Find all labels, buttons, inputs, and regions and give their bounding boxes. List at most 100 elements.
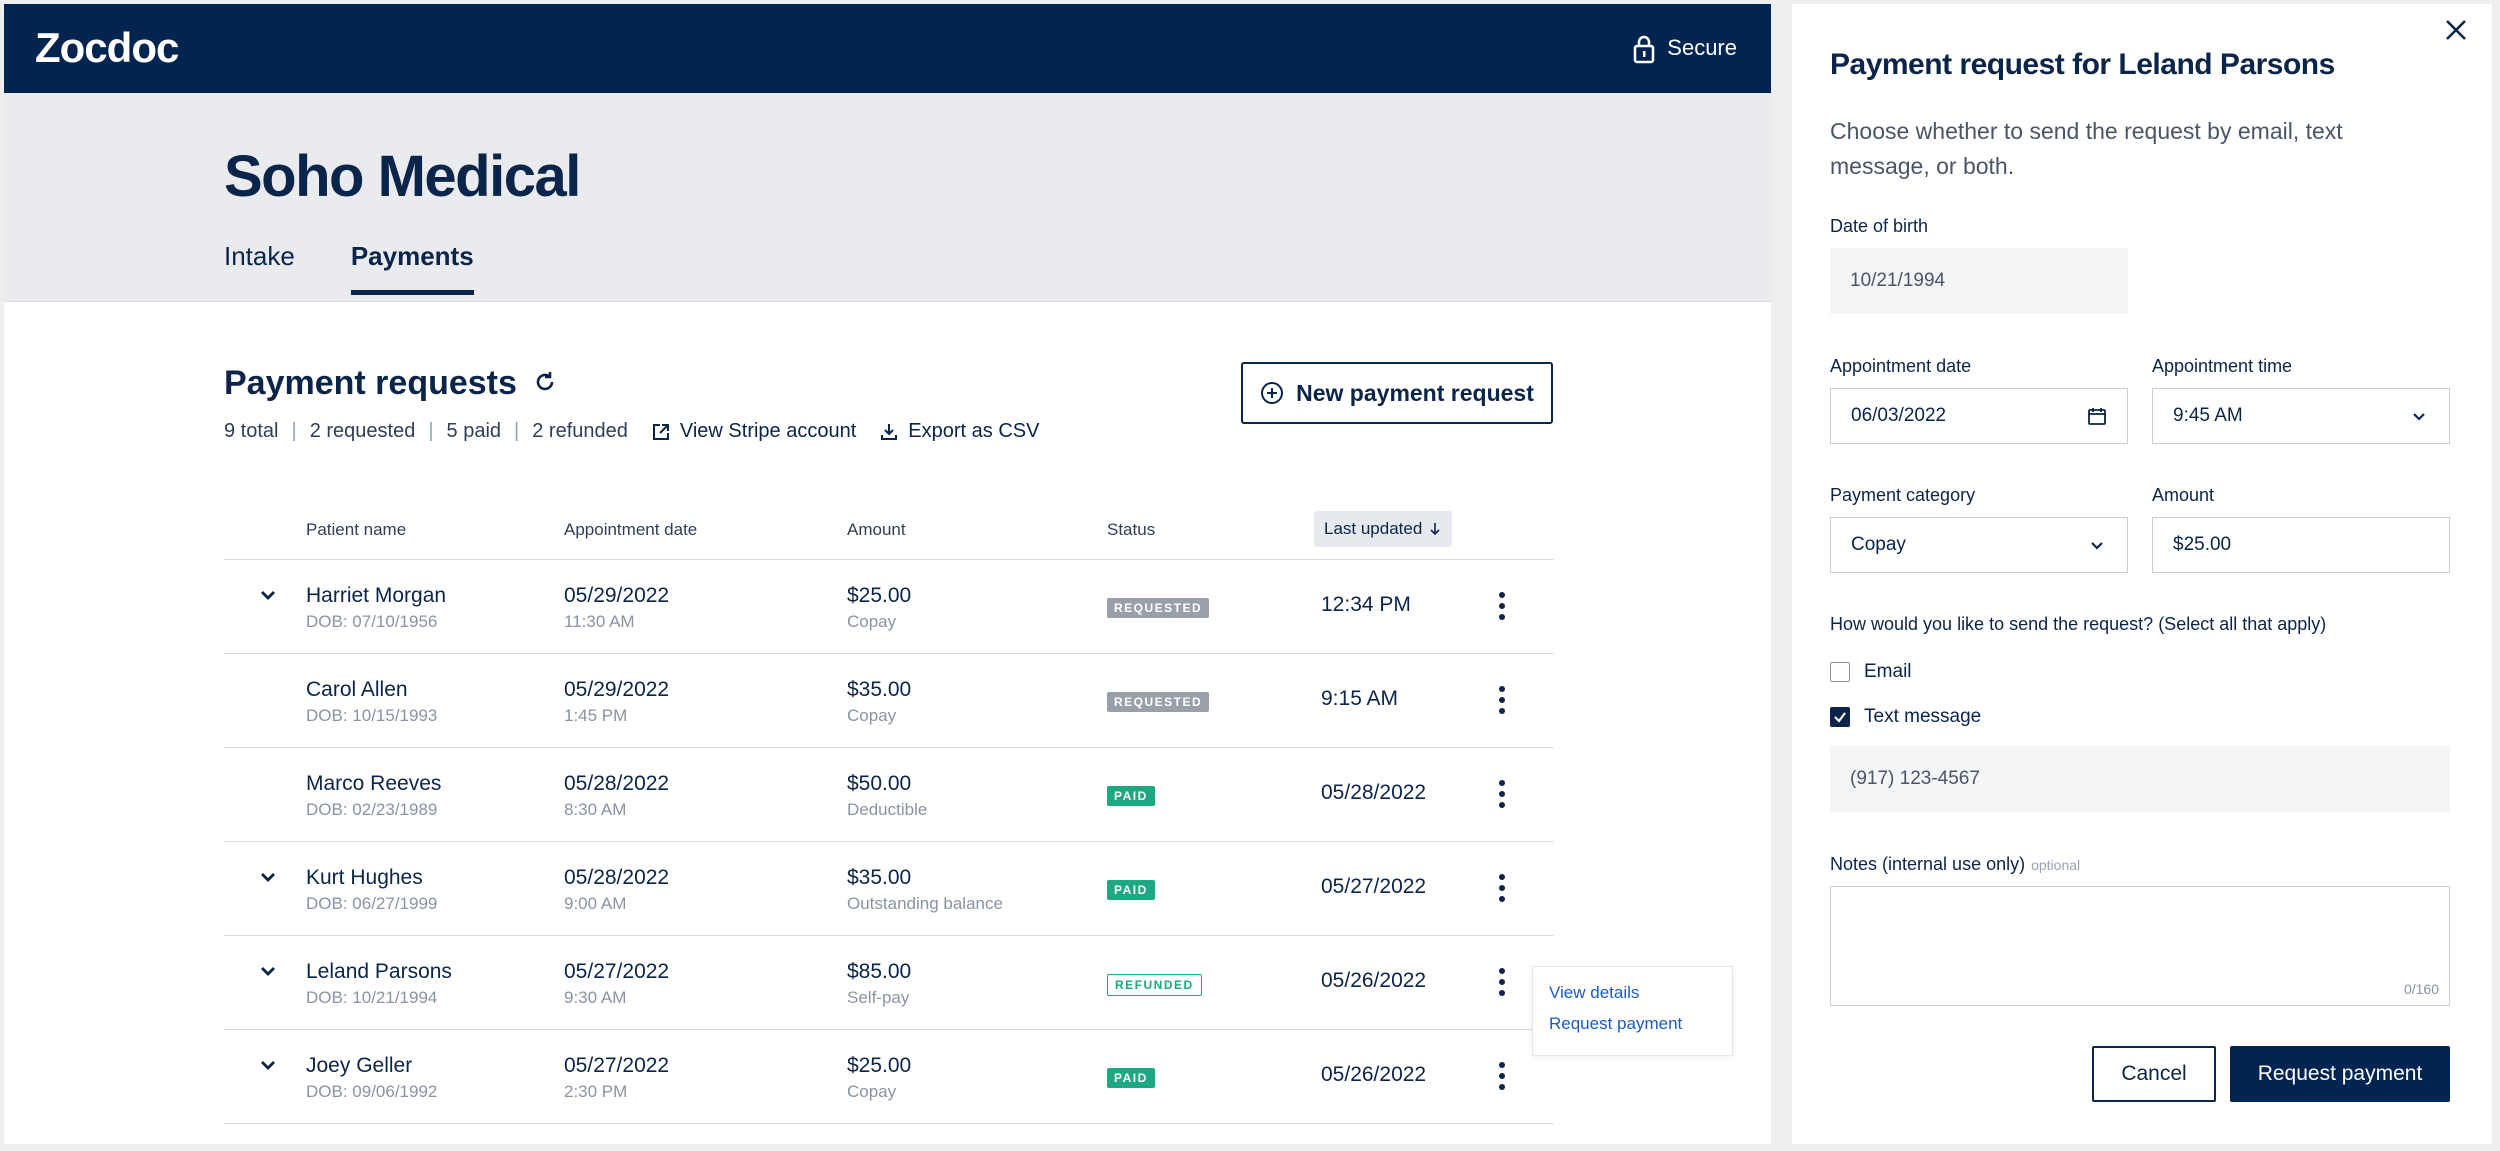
close-icon[interactable]	[2442, 16, 2472, 46]
view-stripe-link[interactable]: View Stripe account	[652, 420, 856, 443]
chevron-down-icon[interactable]	[258, 961, 278, 981]
more-options-icon[interactable]	[1492, 588, 1512, 624]
cancel-button[interactable]: Cancel	[2092, 1046, 2216, 1102]
header-last-updated[interactable]: Last updated	[1314, 511, 1453, 547]
more-options-icon[interactable]	[1492, 964, 1512, 1000]
section-title: Payment requests	[224, 364, 557, 403]
payment-category-label: Payment category	[1830, 485, 1976, 505]
more-options-icon[interactable]	[1492, 682, 1512, 718]
external-link-icon	[652, 423, 669, 440]
panel-description: Choose whether to send the request by em…	[1830, 118, 2343, 179]
payment-requests-table: Patient name Appointment date Amount Sta…	[224, 506, 1554, 1124]
amount-value: $25.00	[2173, 534, 2232, 555]
table-row[interactable]: Kurt Hughes DOB: 06/27/1999 05/28/2022 9:00…	[224, 842, 1554, 936]
section-title-text: Payment requests	[224, 364, 517, 402]
notes-label: Notes (internal use only) optional	[1830, 854, 2080, 875]
email-checkbox-row[interactable]: Email	[1830, 661, 1912, 683]
appointment-date-label: Appointment date	[1830, 356, 1972, 376]
patient-name[interactable]: Joey Geller	[306, 1054, 413, 1077]
patient-dob: DOB: 07/10/1956	[306, 612, 438, 631]
patient-dob: DOB: 02/23/1989	[306, 800, 438, 819]
export-csv-link[interactable]: Export as CSV	[880, 420, 1039, 443]
notes-textarea[interactable]: 0/160	[1830, 886, 2450, 1006]
status-badge: REFUNDED	[1107, 974, 1202, 996]
refresh-icon[interactable]	[533, 364, 557, 403]
table-row[interactable]: Carol Allen DOB: 10/15/1993 05/29/2022 1:45…	[224, 654, 1554, 748]
menu-request-payment[interactable]: Request payment	[1549, 1014, 1683, 1033]
appointment-date-input[interactable]: 06/03/2022	[1830, 388, 2128, 444]
email-checkbox[interactable]	[1830, 662, 1850, 682]
patient-name[interactable]: Carol Allen	[306, 678, 408, 701]
appointment-time: 8:30 AM	[564, 800, 627, 819]
appointment-time-select[interactable]: 9:45 AM	[2152, 388, 2450, 444]
status-badge: PAID	[1107, 880, 1155, 900]
summary-requested: 2 requested	[309, 420, 416, 442]
amount-label: Amount	[2152, 485, 2215, 505]
appointment-time: 1:45 PM	[564, 706, 628, 725]
appointment-time: 9:00 AM	[564, 894, 627, 913]
table-row[interactable]: Leland Parsons DOB: 10/21/1994 05/27/2022 9…	[224, 936, 1554, 1030]
amount: $50.00	[847, 772, 912, 795]
chevron-down-icon	[2091, 542, 2103, 550]
tab-intake[interactable]: Intake	[224, 241, 295, 271]
status-badge: REQUESTED	[1107, 692, 1210, 712]
patient-dob: DOB: 10/21/1994	[306, 988, 438, 1007]
table-row[interactable]: Joey Geller DOB: 09/06/1992 05/27/2022 2:30…	[224, 1030, 1554, 1124]
tab-bar: Intake Payments	[224, 241, 474, 295]
patient-name[interactable]: Kurt Hughes	[306, 866, 423, 889]
amount-input[interactable]: $25.00	[2152, 517, 2450, 573]
practice-name: Soho Medical	[224, 144, 581, 209]
email-label: Email	[1864, 661, 1912, 682]
header-amount[interactable]: Amount	[847, 520, 906, 539]
secure-label: Secure	[1667, 35, 1737, 60]
divider: |	[428, 420, 434, 442]
calendar-icon[interactable]	[2087, 406, 2107, 426]
phone-number-field[interactable]: (917) 123-4567	[1830, 746, 2450, 812]
appointment-time-value: 9:45 AM	[2173, 405, 2243, 426]
status-badge: REQUESTED	[1107, 598, 1210, 618]
text-message-checkbox-row[interactable]: Text message	[1830, 706, 1981, 728]
more-options-icon[interactable]	[1492, 776, 1512, 812]
patient-name[interactable]: Harriet Morgan	[306, 584, 447, 607]
payment-category-select[interactable]: Copay	[1830, 517, 2128, 573]
dob-field: 10/21/1994	[1830, 248, 2128, 314]
text-message-checkbox[interactable]	[1830, 707, 1850, 727]
patient-dob: DOB: 10/15/1993	[306, 706, 438, 725]
summary-bar: 9 total | 2 requested | 5 paid | 2 refun…	[224, 420, 1039, 443]
last-updated: 05/26/2022	[1321, 1063, 1427, 1086]
header-patient[interactable]: Patient name	[306, 520, 407, 539]
new-payment-request-button[interactable]: New payment request	[1241, 362, 1553, 424]
table-row[interactable]: Marco Reeves DOB: 02/23/1989 05/28/2022 8:3…	[224, 748, 1554, 842]
patient-name[interactable]: Marco Reeves	[306, 772, 442, 795]
table-row[interactable]: Harriet Morgan DOB: 07/10/1956 05/29/2022 1…	[224, 560, 1554, 654]
dob-label: Date of birth	[1830, 216, 1929, 236]
appointment-time: 11:30 AM	[564, 612, 635, 631]
appointment-date: 05/28/2022	[564, 772, 670, 795]
chevron-down-icon[interactable]	[258, 585, 278, 605]
header-last-updated-label: Last updated	[1324, 519, 1423, 538]
amount: $25.00	[847, 584, 912, 607]
appointment-date-value: 06/03/2022	[1851, 405, 1947, 426]
patient-name[interactable]: Leland Parsons	[306, 960, 452, 983]
header-appointment-date[interactable]: Appointment date	[564, 520, 698, 539]
payment-category: Outstanding balance	[847, 894, 1003, 913]
more-options-icon[interactable]	[1492, 1058, 1512, 1094]
header-status[interactable]: Status	[1107, 520, 1156, 539]
tab-payments[interactable]: Payments	[350, 241, 474, 295]
chevron-down-icon[interactable]	[258, 1055, 278, 1075]
patient-dob: DOB: 09/06/1992	[306, 1082, 438, 1101]
appointment-date: 05/27/2022	[564, 1054, 670, 1077]
request-payment-button[interactable]: Request payment	[2230, 1046, 2450, 1102]
payment-category-value: Copay	[1851, 534, 1906, 555]
view-stripe-label: View Stripe account	[679, 420, 857, 442]
last-updated: 9:15 AM	[1321, 687, 1399, 710]
last-updated: 05/26/2022	[1321, 969, 1427, 992]
zocdoc-logo[interactable]: Zocdoc	[35, 24, 179, 71]
amount: $85.00	[847, 960, 912, 983]
checkmark-icon	[1834, 712, 1846, 723]
menu-view-details[interactable]: View details	[1549, 983, 1640, 1002]
more-options-icon[interactable]	[1492, 870, 1512, 906]
appointment-date: 05/29/2022	[564, 584, 670, 607]
patient-dob: DOB: 06/27/1999	[306, 894, 438, 913]
chevron-down-icon[interactable]	[258, 867, 278, 887]
